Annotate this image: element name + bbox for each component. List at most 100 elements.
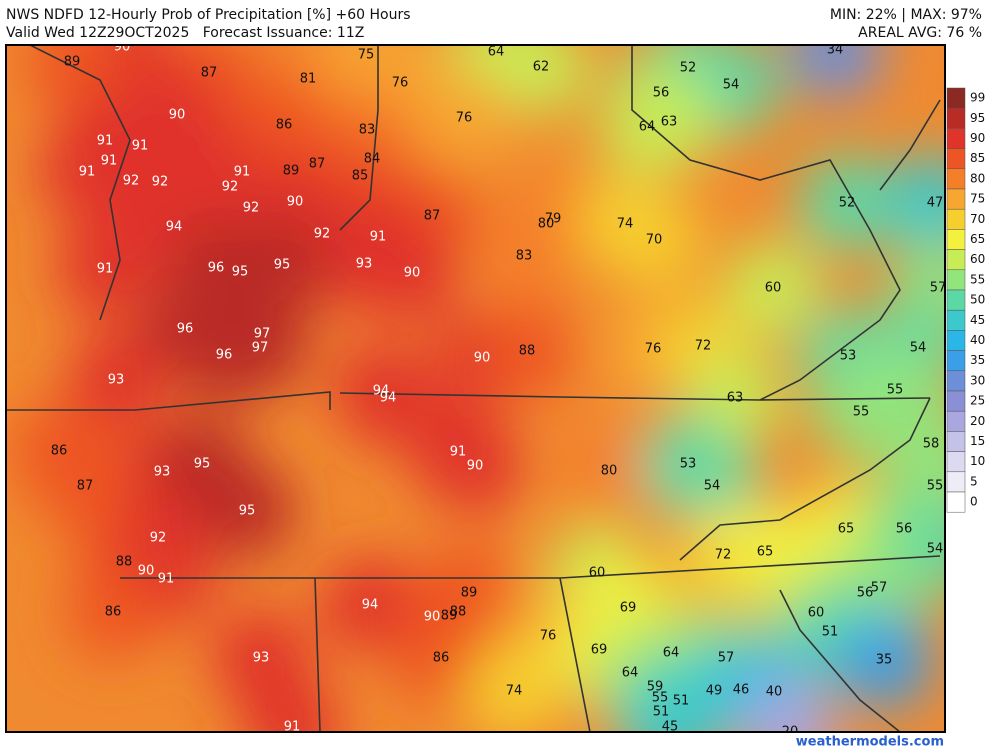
value-label: 56 [653, 86, 670, 101]
value-label: 94 [362, 598, 379, 613]
value-label: 57 [930, 281, 947, 296]
value-label: 97 [254, 327, 271, 342]
legend-swatch [946, 309, 966, 331]
legend-swatch [946, 229, 966, 250]
value-label: 80 [538, 217, 555, 232]
legend-swatch [946, 289, 966, 311]
value-label: 92 [243, 201, 260, 216]
legend-label: 60 [970, 252, 985, 266]
value-label: 90 [114, 40, 131, 55]
shade-blob [57, 221, 153, 317]
shade-blob [199, 463, 295, 559]
areal-avg: AREAL AVG: 76 % [858, 25, 982, 41]
value-label: 54 [704, 479, 721, 494]
legend-label: 45 [970, 313, 985, 327]
legend-swatch [946, 491, 966, 513]
value-label: 91 [97, 262, 114, 277]
value-label: 92 [123, 174, 140, 189]
value-label: 57 [718, 651, 735, 666]
value-label: 60 [808, 606, 825, 621]
value-label: 91 [370, 230, 387, 245]
shade-blob [65, 564, 161, 660]
value-label: 57 [871, 581, 888, 596]
shade-blob [24, 45, 120, 110]
value-label: 95 [194, 457, 211, 472]
value-label: 53 [840, 349, 857, 364]
value-label: 45 [662, 720, 679, 735]
legend-swatch [946, 471, 966, 493]
value-label: 81 [300, 72, 317, 87]
value-label: 80 [601, 464, 618, 479]
value-label: 70 [646, 233, 663, 248]
value-label: 86 [276, 118, 293, 133]
valid-time: Valid Wed 12Z29OCT2025 Forecast Issuance… [6, 25, 364, 41]
legend-swatch [946, 451, 966, 473]
value-label: 47 [927, 196, 944, 211]
value-label: 46 [733, 683, 750, 698]
value-label: 51 [653, 705, 670, 720]
shade-blob [742, 684, 838, 732]
value-label: 90 [474, 351, 491, 366]
shade-blob [393, 610, 489, 706]
value-label: 87 [424, 209, 441, 224]
legend-swatch [946, 269, 966, 291]
legend-label: 30 [970, 373, 985, 387]
legend-label: 65 [970, 232, 985, 246]
legend-label: 85 [970, 151, 985, 165]
value-label: 79 [545, 212, 562, 227]
value-label: 58 [923, 437, 940, 452]
value-label: 85 [352, 169, 369, 184]
legend-label: 70 [970, 212, 985, 226]
legend-label: 25 [970, 394, 985, 408]
legend-label: 55 [970, 272, 985, 286]
value-label: 94 [166, 220, 183, 235]
value-label: 91 [97, 134, 114, 149]
value-label: 51 [822, 625, 839, 640]
value-label: 63 [727, 391, 744, 406]
value-label: 94 [380, 391, 397, 406]
shade-blob [479, 303, 575, 399]
value-label: 72 [715, 548, 732, 563]
value-label: 91 [101, 154, 118, 169]
shade-blob [244, 679, 340, 732]
shade-blob [68, 332, 164, 428]
value-label: 76 [456, 111, 473, 126]
value-label: 60 [589, 566, 606, 581]
legend-swatch [946, 168, 966, 190]
shading [11, 45, 945, 732]
value-label: 75 [358, 48, 375, 63]
value-label: 76 [392, 76, 409, 91]
shade-blob [476, 208, 572, 304]
value-label: 90 [287, 195, 304, 210]
shade-blob [37, 438, 133, 534]
value-label: 60 [765, 281, 782, 296]
value-label: 65 [757, 545, 774, 560]
value-label: 95 [232, 265, 249, 280]
value-label: 87 [309, 157, 326, 172]
value-label: 64 [663, 646, 680, 661]
value-label: 94 [373, 384, 390, 399]
value-label: 89 [461, 586, 478, 601]
value-label: 91 [158, 572, 175, 587]
value-label: 55 [853, 405, 870, 420]
value-label: 59 [647, 680, 664, 695]
shade-blob [493, 45, 589, 115]
value-label: 53 [680, 457, 697, 472]
value-label: 63 [661, 115, 678, 130]
value-label: 88 [116, 555, 133, 570]
title: NWS NDFD 12-Hourly Prob of Precipitation… [6, 7, 411, 23]
value-label: 84 [364, 152, 381, 167]
value-label: 93 [253, 651, 270, 666]
value-label: 96 [216, 348, 233, 363]
legend-label: 35 [970, 353, 985, 367]
value-label: 92 [222, 180, 239, 195]
value-label: 35 [876, 653, 893, 668]
legend-label: 80 [970, 171, 985, 185]
legend-label: 15 [970, 434, 985, 448]
legend-label: 99 [970, 91, 985, 105]
legend-label: 90 [970, 131, 985, 145]
legend-swatch [946, 350, 966, 372]
value-label: 55 [927, 479, 944, 494]
legend-swatch [946, 249, 966, 271]
